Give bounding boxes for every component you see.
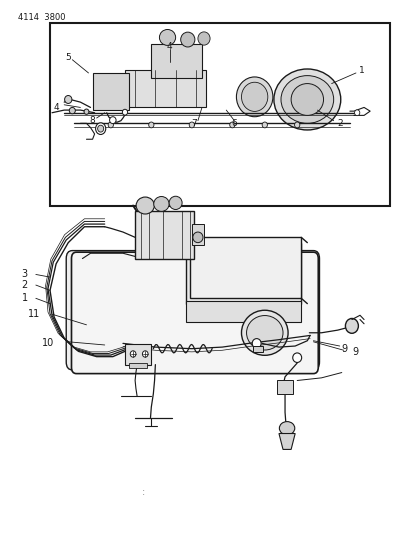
Text: 4114  3800: 4114 3800	[18, 13, 65, 22]
Bar	[190, 237, 301, 298]
Text: 10: 10	[42, 338, 54, 349]
Text: :: :	[142, 487, 145, 497]
Ellipse shape	[236, 77, 273, 117]
Ellipse shape	[189, 122, 195, 128]
Bar	[186, 243, 301, 304]
Bar	[151, 44, 202, 78]
Ellipse shape	[108, 122, 113, 128]
Ellipse shape	[252, 338, 261, 348]
Ellipse shape	[181, 32, 195, 47]
Bar	[192, 224, 204, 245]
Ellipse shape	[281, 76, 334, 123]
Ellipse shape	[262, 122, 267, 128]
Ellipse shape	[110, 117, 116, 124]
Ellipse shape	[246, 316, 283, 350]
Bar	[125, 344, 151, 365]
Text: 7: 7	[191, 119, 197, 128]
Ellipse shape	[230, 122, 235, 128]
FancyBboxPatch shape	[71, 252, 318, 374]
Ellipse shape	[154, 197, 169, 212]
Ellipse shape	[198, 32, 210, 45]
Polygon shape	[279, 433, 295, 449]
Text: 1: 1	[359, 66, 365, 75]
Text: 4: 4	[53, 103, 59, 112]
Bar	[253, 346, 263, 352]
Text: 2: 2	[337, 119, 343, 128]
Ellipse shape	[149, 122, 154, 128]
Ellipse shape	[69, 108, 75, 114]
Text: 6: 6	[231, 119, 237, 128]
Ellipse shape	[193, 232, 203, 243]
Ellipse shape	[169, 196, 182, 209]
Text: 9: 9	[352, 348, 358, 358]
Text: 5: 5	[65, 53, 71, 62]
FancyBboxPatch shape	[66, 251, 319, 370]
Text: 2: 2	[22, 280, 28, 290]
Text: 11: 11	[28, 309, 40, 319]
Ellipse shape	[291, 84, 324, 115]
Ellipse shape	[279, 422, 295, 435]
Text: 1: 1	[22, 293, 28, 303]
Bar	[125, 70, 206, 108]
Bar	[186, 301, 301, 322]
Ellipse shape	[98, 125, 104, 132]
Ellipse shape	[130, 351, 136, 357]
Bar	[277, 381, 293, 394]
Ellipse shape	[122, 109, 128, 115]
Bar	[93, 73, 129, 110]
Text: 3: 3	[22, 270, 28, 279]
Ellipse shape	[64, 95, 72, 103]
Bar	[135, 211, 194, 259]
Ellipse shape	[160, 29, 175, 45]
Ellipse shape	[84, 109, 89, 114]
Ellipse shape	[242, 82, 268, 111]
Text: 4: 4	[167, 42, 172, 51]
Ellipse shape	[295, 122, 300, 128]
Ellipse shape	[136, 197, 154, 214]
Text: 8: 8	[90, 116, 95, 125]
Bar	[129, 363, 147, 368]
Ellipse shape	[95, 123, 106, 134]
Ellipse shape	[355, 110, 360, 116]
Text: 9: 9	[342, 344, 348, 354]
Bar	[50, 22, 390, 206]
Ellipse shape	[274, 69, 341, 130]
Ellipse shape	[293, 353, 302, 362]
Ellipse shape	[142, 351, 148, 357]
Ellipse shape	[346, 318, 358, 333]
Ellipse shape	[242, 310, 288, 356]
